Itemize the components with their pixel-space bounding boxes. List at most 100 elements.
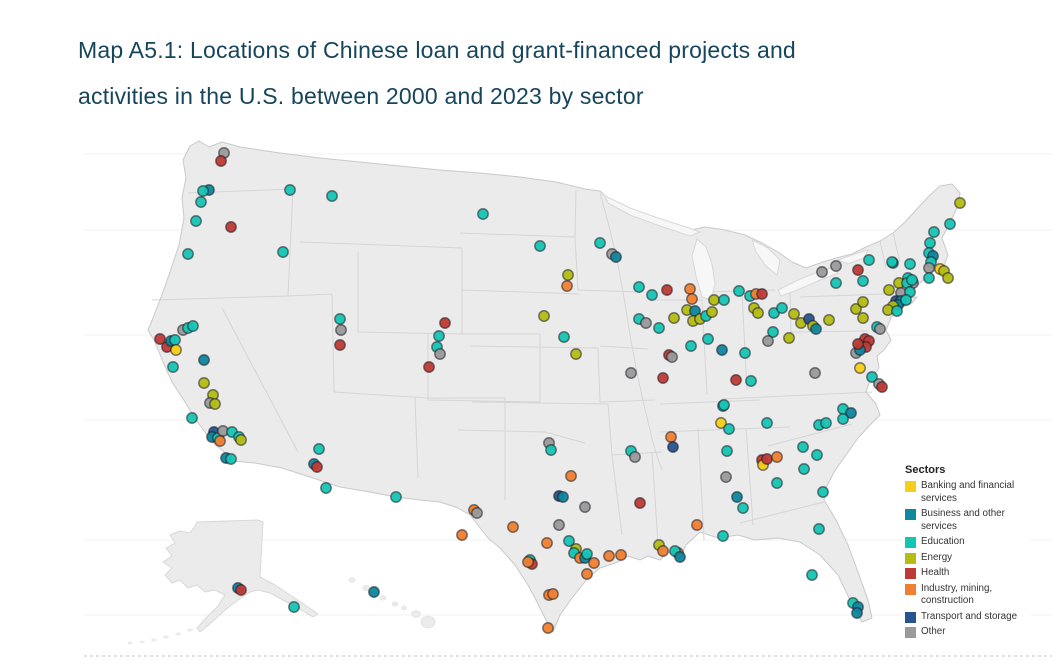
- map-dot-biz: [810, 323, 822, 335]
- legend-swatch-biz: [905, 509, 916, 520]
- map-dot-bank: [854, 362, 866, 374]
- map-dot-other: [809, 367, 821, 379]
- map-dot-other: [816, 266, 828, 278]
- map-dot-edu: [182, 248, 194, 260]
- map-dot-bank: [715, 417, 727, 429]
- map-dot-energy: [235, 434, 247, 446]
- legend-label-health: Health: [921, 567, 950, 578]
- map-dot-trans: [667, 441, 679, 453]
- map-dot-other: [874, 323, 886, 335]
- project-dots-layer: [154, 147, 966, 634]
- alaska-shape: [162, 519, 319, 633]
- map-dot-edu: [313, 443, 325, 455]
- legend-swatch-other: [905, 627, 916, 638]
- legend-swatch-bank: [905, 481, 916, 492]
- map-dot-ind: [665, 431, 677, 443]
- map-dot-edu: [169, 334, 181, 346]
- map-dot-edu: [924, 237, 936, 249]
- map-dot-edu: [718, 399, 730, 411]
- map-dot-edu: [277, 246, 289, 258]
- map-dot-other: [625, 367, 637, 379]
- legend-label-edu: Education: [921, 536, 965, 547]
- map-dot-health: [756, 288, 768, 300]
- map-dot-health: [661, 284, 673, 296]
- map-dot-energy: [823, 314, 835, 326]
- map-dot-edu: [702, 333, 714, 345]
- map-dot-edu: [797, 441, 809, 453]
- legend-label-trans: Transport and storage: [921, 610, 1018, 622]
- legend-swatch-health: [905, 568, 916, 579]
- map-dot-energy: [788, 308, 800, 320]
- map-dot-other: [640, 317, 652, 329]
- map-dot-edu: [326, 190, 338, 202]
- map-dot-edu: [225, 453, 237, 465]
- legend-swatch-trans: [905, 611, 916, 623]
- map-dot-other: [666, 351, 678, 363]
- map-dot-edu: [923, 272, 935, 284]
- map-dot-other: [923, 262, 935, 274]
- map-dot-edu: [928, 226, 940, 238]
- map-dot-health: [852, 264, 864, 276]
- map-dot-edu: [776, 302, 788, 314]
- legend-item-energy: Energy: [905, 552, 1031, 565]
- map-dot-edu: [197, 185, 209, 197]
- map-dot-health: [423, 361, 435, 373]
- map-dot-edu: [830, 277, 842, 289]
- legend-label-biz: Business and other services: [921, 508, 1005, 532]
- map-dot-edu: [284, 184, 296, 196]
- map-dot-energy: [850, 303, 862, 315]
- legend-items: Banking and financial services Business a…: [905, 480, 1031, 639]
- map-dot-edu: [534, 240, 546, 252]
- map-dot-health: [215, 155, 227, 167]
- map-dot-edu: [187, 320, 199, 332]
- map-dot-edu: [857, 275, 869, 287]
- map-dot-ind: [565, 470, 577, 482]
- map-dot-biz: [557, 491, 569, 503]
- map-dot-health: [876, 381, 888, 393]
- map-dot-ind: [603, 550, 615, 562]
- map-dot-biz: [845, 407, 857, 419]
- map-dot-biz: [198, 354, 210, 366]
- map-dot-edu: [646, 289, 658, 301]
- map-dot-other: [762, 335, 774, 347]
- map-dot-edu: [545, 444, 557, 456]
- legend-label-other: Other: [921, 626, 946, 637]
- hawaii-islands: [348, 577, 436, 629]
- map-dot-edu: [288, 601, 300, 613]
- map-dot-energy: [857, 296, 869, 308]
- map-dot-energy: [883, 284, 895, 296]
- map-dot-edu: [717, 530, 729, 542]
- map-dot-energy: [209, 398, 221, 410]
- map-dot-ind: [588, 557, 600, 569]
- map-dot-ind: [547, 588, 559, 600]
- map-dot-other: [335, 324, 347, 336]
- legend-item-ind: Industry, mining, construction: [905, 583, 1031, 608]
- map-dot-biz: [610, 251, 622, 263]
- map-dot-edu: [320, 482, 332, 494]
- legend-item-bank: Banking and financial services: [905, 480, 1031, 505]
- map-dot-ind: [771, 451, 783, 463]
- map-dot-ind: [581, 568, 593, 580]
- map-dot-ind: [541, 537, 553, 549]
- map-dot-edu: [433, 330, 445, 342]
- map-dot-edu: [820, 417, 832, 429]
- map-dot-edu: [837, 413, 849, 425]
- map-dot-edu: [190, 215, 202, 227]
- map-dot-ind: [684, 283, 696, 295]
- sector-legend: Sectors Banking and financial services Bu…: [903, 462, 1031, 646]
- map-dot-ind: [522, 556, 534, 568]
- map-dot-edu: [806, 569, 818, 581]
- map-dot-energy: [708, 294, 720, 306]
- map-dot-edu: [633, 281, 645, 293]
- map-dot-edu: [721, 445, 733, 457]
- map-dot-other: [553, 519, 565, 531]
- map-dot-edu: [167, 361, 179, 373]
- map-dot-edu: [906, 274, 918, 286]
- map-dot-edu: [723, 423, 735, 435]
- map-dot-edu: [558, 331, 570, 343]
- map-dot-ind: [615, 549, 627, 561]
- map-dot-biz: [368, 586, 380, 598]
- map-dot-edu: [811, 449, 823, 461]
- map-dot-biz: [674, 551, 686, 563]
